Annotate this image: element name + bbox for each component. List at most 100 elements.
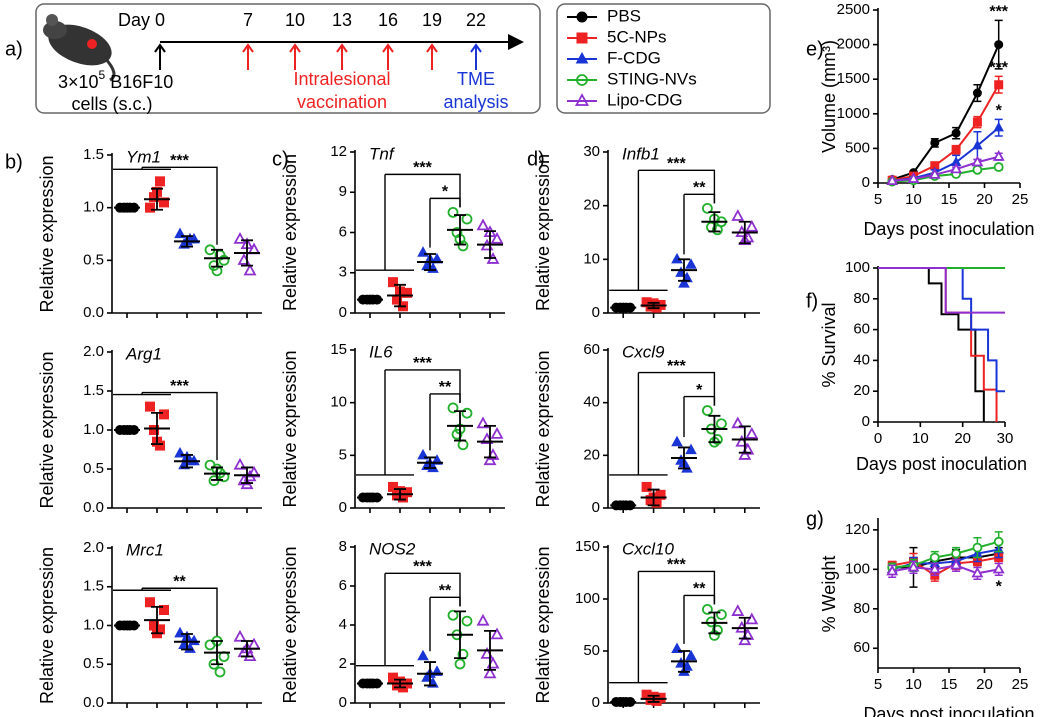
y-tick-label: 0.0 (83, 499, 104, 516)
timeline-arrow (336, 43, 348, 70)
y-tick-label: 60 (583, 341, 600, 358)
x-tick-label: 5 (874, 676, 882, 693)
data-point (738, 633, 752, 646)
data-point (145, 401, 155, 412)
sd-bar (424, 253, 436, 271)
significance: * (442, 184, 449, 201)
significance-bracket (429, 596, 461, 652)
sd-bar (181, 454, 193, 469)
sd-bar (121, 427, 133, 433)
x-tick-label: 10 (905, 676, 922, 693)
sd-bar (678, 258, 690, 282)
data-point (447, 609, 459, 621)
y-tick-label: 60 (853, 321, 870, 338)
y-tick-label: 150 (575, 538, 600, 555)
y-tick-label: 500 (845, 139, 870, 156)
y-tick-label: 20 (853, 382, 870, 399)
y-tick-label: 1.5 (83, 382, 104, 399)
sd-bar (738, 616, 751, 640)
sd-bar (364, 496, 376, 499)
chart-title: NOS2 (369, 539, 416, 558)
data-point (972, 542, 983, 553)
data-point (716, 418, 727, 430)
y-tick-label: 30 (583, 143, 600, 160)
y-tick-label: 120 (845, 521, 870, 538)
y-tick-label: 0 (339, 499, 347, 516)
y-tick-label: 0 (339, 304, 347, 321)
data-point (702, 202, 713, 214)
axis-label: Relative expression (37, 155, 57, 312)
chart-title: Infb1 (622, 144, 660, 163)
sd-bar (211, 640, 223, 666)
sd-bar (647, 301, 660, 310)
sd-bar (151, 187, 163, 211)
data-point (950, 558, 963, 570)
axis-label: Relative expression (533, 154, 553, 311)
timeline-day: 13 (332, 10, 352, 30)
significance: ** (439, 583, 452, 600)
axis-label: % Weight (819, 556, 839, 633)
data-point (712, 434, 723, 445)
y-tick-label: 2.0 (83, 539, 104, 556)
panel-label: d) (527, 148, 545, 170)
data-point (731, 416, 745, 429)
inoculation-base: 3×10 (58, 72, 99, 92)
y-tick-label: 0.0 (83, 304, 104, 321)
y-tick-label: 0 (592, 304, 600, 321)
data-point (388, 277, 398, 288)
y-tick-label: 100 (575, 590, 600, 607)
y-tick-label: 1500 (837, 70, 870, 87)
inoculation-label: 3×105 B16F10 (58, 68, 173, 92)
legend-marker (576, 74, 588, 86)
data-point (447, 402, 459, 414)
sd-bar (424, 456, 436, 469)
y-tick-label: 20 (583, 446, 600, 463)
sd-bar (241, 466, 253, 484)
chart-title: Mrc1 (126, 540, 164, 559)
x-tick-label: 15 (941, 191, 958, 208)
data-point (716, 609, 727, 620)
y-tick-label: 1.0 (83, 199, 104, 216)
timeline-day: 10 (285, 10, 305, 30)
chart-title: Arg1 (125, 344, 162, 363)
data-point (671, 435, 683, 447)
sd-bar (364, 681, 376, 686)
significance-bracket (356, 369, 461, 476)
sd-bar (454, 214, 466, 246)
inoculation-label: cells (s.c.) (72, 94, 153, 114)
significance: *** (413, 559, 432, 576)
data-point (457, 439, 469, 451)
significance: ** (439, 379, 452, 396)
timeline-day: 0 (155, 10, 165, 30)
significance: * (996, 103, 1003, 120)
sd-bar (364, 298, 376, 302)
data-point (745, 219, 759, 232)
y-tick-label: 6 (339, 577, 347, 594)
data-point (928, 562, 941, 574)
panel-label: b) (5, 151, 23, 173)
data-point (483, 666, 497, 679)
data-point (907, 560, 920, 572)
sd-bar (738, 425, 751, 454)
sd-bar (617, 700, 630, 704)
data-point (712, 224, 723, 236)
data-point (233, 629, 247, 642)
y-tick-label: 10 (583, 250, 600, 267)
survival-curve (878, 267, 1005, 314)
timeline-box (35, 3, 541, 114)
panel-label: g) (806, 508, 824, 530)
axis-label: % Survival (819, 302, 839, 387)
y-tick-label: 12 (330, 143, 347, 160)
legend-label: PBS (607, 6, 641, 25)
data-point (712, 624, 723, 636)
y-tick-label: 80 (853, 600, 870, 617)
data-point (671, 252, 683, 264)
significance-bracket (609, 169, 716, 291)
panel-label: e) (806, 38, 824, 60)
data-point (490, 627, 504, 640)
x-tick-label: 20 (976, 191, 993, 208)
significance: *** (170, 378, 189, 395)
sd-bar (454, 610, 466, 660)
y-tick-label: 1.0 (83, 616, 104, 633)
